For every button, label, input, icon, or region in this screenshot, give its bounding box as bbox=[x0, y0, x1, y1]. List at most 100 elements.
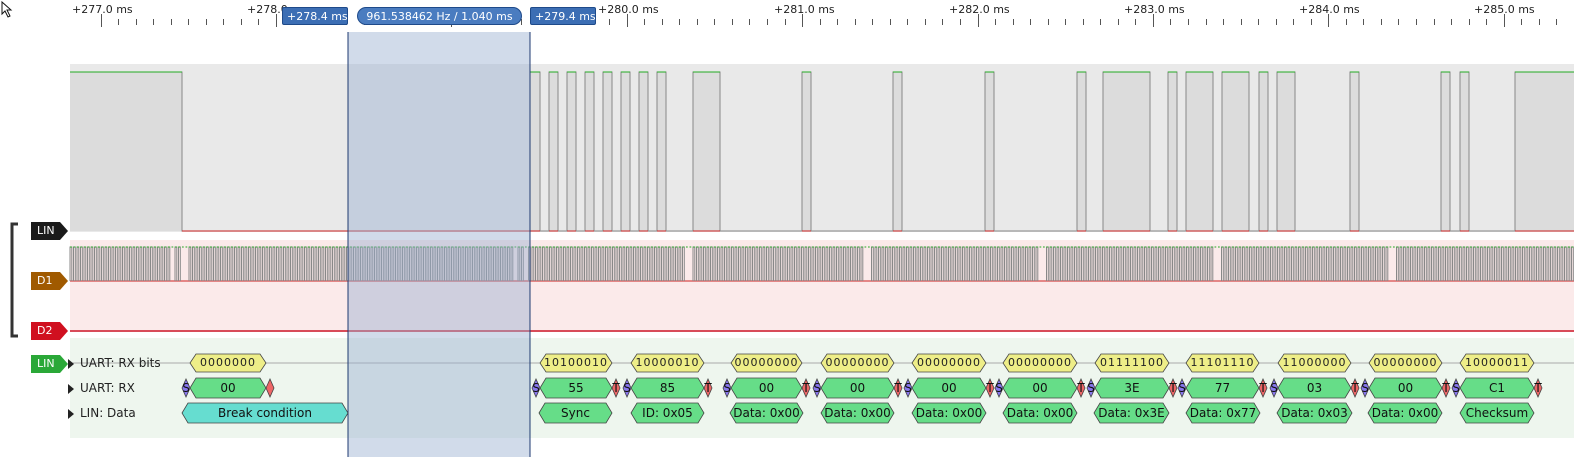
rx-byte-value: C1 bbox=[1488, 381, 1505, 395]
lin-data-cell[interactable] bbox=[1367, 402, 1443, 424]
ruler-tick bbox=[627, 14, 628, 27]
lin-data-cell[interactable] bbox=[538, 402, 613, 424]
row-uart-rx-bits[interactable]: UART: RX bits bbox=[68, 356, 161, 370]
rx-bits-cell[interactable] bbox=[1368, 353, 1443, 373]
stop-bit-marker[interactable] bbox=[1076, 378, 1086, 398]
ruler-tick bbox=[925, 19, 926, 25]
ruler-tick bbox=[662, 19, 663, 25]
stop-bit-marker[interactable] bbox=[1441, 378, 1451, 398]
channel-tag-lin[interactable]: LIN bbox=[31, 222, 68, 240]
stop-bit-marker[interactable] bbox=[801, 378, 811, 398]
lin-data-cell[interactable] bbox=[630, 402, 705, 424]
ruler-label: +283.0 ms bbox=[1124, 3, 1185, 16]
rx-bits-cell[interactable] bbox=[1002, 353, 1078, 373]
rx-byte-value: 00 bbox=[1397, 381, 1414, 395]
lin-data-cell[interactable] bbox=[820, 402, 895, 424]
rx-bits-value: 00000000 bbox=[734, 356, 799, 369]
start-bit-marker[interactable] bbox=[994, 378, 1004, 398]
ruler-tick bbox=[136, 19, 137, 25]
start-bit-marker[interactable] bbox=[531, 378, 541, 398]
ruler-tick bbox=[153, 19, 154, 25]
time-ruler[interactable]: +277.0 ms +278.0 +280.0 ms +281.0 ms +28… bbox=[0, 0, 1574, 32]
selection-region[interactable] bbox=[348, 32, 530, 457]
start-bit-label: S bbox=[723, 381, 731, 395]
cursor-b-flag[interactable]: +279.4 ms bbox=[530, 7, 596, 25]
start-bit-marker[interactable] bbox=[1086, 378, 1096, 398]
ruler-tick bbox=[679, 19, 680, 25]
lin-data-cell[interactable] bbox=[729, 402, 804, 424]
rx-bits-cell[interactable] bbox=[730, 353, 803, 373]
ruler-tick bbox=[767, 19, 768, 25]
expand-arrow-icon[interactable] bbox=[68, 358, 74, 369]
lin-lane-bg bbox=[70, 64, 1574, 232]
start-bit-marker[interactable] bbox=[1360, 378, 1370, 398]
channel-tag-d1[interactable]: D1 bbox=[31, 272, 68, 290]
rx-bits-cell[interactable] bbox=[1459, 353, 1535, 373]
lin-data-cell[interactable] bbox=[181, 402, 349, 424]
row-lin-data[interactable]: LIN: Data bbox=[68, 406, 136, 420]
start-bit-label: S bbox=[182, 381, 190, 395]
start-bit-marker[interactable] bbox=[181, 378, 191, 398]
lin-data-cell[interactable] bbox=[1002, 402, 1078, 424]
stop-bit-marker[interactable] bbox=[611, 378, 621, 398]
ruler-tick bbox=[995, 19, 996, 25]
rx-bits-cell[interactable] bbox=[820, 353, 895, 373]
stop-bit-marker[interactable] bbox=[1168, 378, 1178, 398]
start-bit-marker[interactable] bbox=[1177, 378, 1187, 398]
rx-bits-value: 11101110 bbox=[1190, 356, 1255, 369]
stop-bit-marker[interactable] bbox=[265, 378, 275, 398]
stop-bit-marker[interactable] bbox=[703, 378, 713, 398]
stop-bit-marker[interactable] bbox=[1350, 378, 1360, 398]
start-bit-marker[interactable] bbox=[903, 378, 913, 398]
start-bit-marker[interactable] bbox=[722, 378, 732, 398]
lin-data-cell[interactable] bbox=[1185, 402, 1261, 424]
stop-bit-marker[interactable] bbox=[1533, 378, 1543, 398]
ruler-tick bbox=[1416, 19, 1417, 25]
lin-data-value: Data: 0x00 bbox=[1006, 406, 1074, 420]
ruler-tick bbox=[1206, 19, 1207, 25]
stop-bit-label: T bbox=[1351, 381, 1359, 395]
decoder-tag-lin[interactable]: LIN bbox=[31, 355, 68, 373]
ruler-tick bbox=[1030, 19, 1031, 25]
ruler-tick bbox=[258, 19, 259, 25]
cursor-a-flag[interactable]: +278.4 ms bbox=[282, 7, 348, 25]
start-bit-marker[interactable] bbox=[622, 378, 632, 398]
start-bit-marker[interactable] bbox=[1451, 378, 1461, 398]
stop-bit-label: T bbox=[612, 381, 620, 395]
lin-data-cell[interactable] bbox=[1276, 402, 1353, 424]
rx-byte-value: 00 bbox=[1032, 381, 1048, 395]
lin-data-cell[interactable] bbox=[1459, 402, 1535, 424]
start-bit-label: S bbox=[813, 381, 821, 395]
stop-bit-marker[interactable] bbox=[985, 378, 995, 398]
start-bit-label: S bbox=[1361, 381, 1369, 395]
rx-bits-cell[interactable] bbox=[911, 353, 987, 373]
rx-bits-cell[interactable] bbox=[189, 353, 267, 373]
row-label: LIN: Data bbox=[80, 406, 136, 420]
expand-arrow-icon[interactable] bbox=[68, 383, 74, 394]
rx-bits-cell[interactable] bbox=[539, 353, 613, 373]
lin-trace bbox=[70, 71, 1574, 232]
ruler-tick bbox=[188, 19, 189, 25]
row-uart-rx[interactable]: UART: RX bbox=[68, 381, 135, 395]
rx-bits-cell[interactable] bbox=[1185, 353, 1260, 373]
stop-bit-marker[interactable] bbox=[893, 378, 903, 398]
ruler-label: +284.0 ms bbox=[1299, 3, 1360, 16]
rx-bits-cell[interactable] bbox=[1094, 353, 1170, 373]
stop-bit-label: T bbox=[704, 381, 712, 395]
stop-bit-marker[interactable] bbox=[1258, 378, 1268, 398]
rx-byte-value: 55 bbox=[568, 381, 584, 395]
lin-data-cell[interactable] bbox=[1093, 402, 1170, 424]
rx-bits-value: 10000011 bbox=[1465, 356, 1529, 369]
lin-data-value: Data: 0x77 bbox=[1189, 406, 1257, 420]
ruler-tick bbox=[942, 19, 943, 25]
cursor-delta-flag[interactable]: 961.538462 Hz / 1.040 ms bbox=[357, 7, 522, 25]
start-bit-marker[interactable] bbox=[1269, 378, 1279, 398]
channel-tag-d2[interactable]: D2 bbox=[31, 322, 68, 340]
lin-data-cell[interactable] bbox=[911, 402, 987, 424]
rx-bits-cell[interactable] bbox=[630, 353, 705, 373]
expand-arrow-icon[interactable] bbox=[68, 408, 74, 419]
start-bit-marker[interactable] bbox=[812, 378, 822, 398]
ruler-tick bbox=[1223, 19, 1224, 25]
rx-bits-cell[interactable] bbox=[1277, 353, 1352, 373]
